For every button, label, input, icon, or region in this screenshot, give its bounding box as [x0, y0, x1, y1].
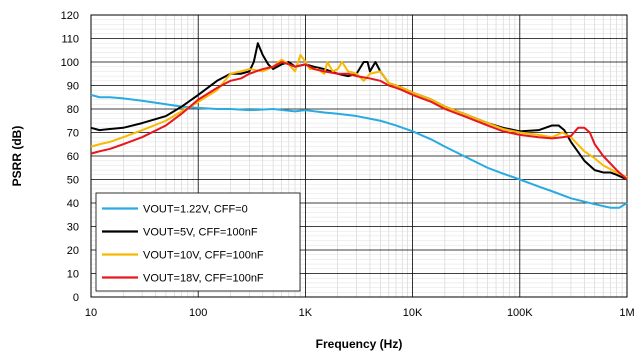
x-tick-label: 10K	[403, 307, 423, 319]
y-tick-label: 10	[67, 269, 79, 281]
y-tick-label: 90	[67, 81, 79, 93]
x-tick-label: 1K	[299, 307, 313, 319]
x-axis-title: Frequency (Hz)	[316, 337, 403, 351]
y-tick-label: 110	[61, 34, 79, 46]
y-tick-label: 100	[61, 57, 79, 69]
legend-label: VOUT=10V, CFF=100nF	[143, 250, 264, 262]
y-tick-label: 60	[67, 151, 79, 163]
plot-area	[90, 14, 628, 298]
y-tick-label: 40	[67, 198, 79, 210]
x-tick-label: 100	[189, 307, 207, 319]
y-tick-label: 20	[67, 245, 79, 257]
x-tick-label: 1M	[619, 307, 634, 319]
series-line-1	[90, 93, 628, 209]
y-axis-title: PSRR (dB)	[10, 126, 24, 187]
x-axis-ticks: 10 100 1K 10K 100K 1M	[85, 307, 635, 319]
legend-label: VOUT=18V, CFF=100nF	[143, 273, 264, 285]
series-line-2	[90, 42, 628, 181]
x-tick-label: 10	[85, 307, 97, 319]
y-tick-label: 80	[67, 104, 79, 116]
legend-label: VOUT=5V, CFF=100nF	[143, 227, 258, 239]
y-axis-ticks: 0 10 20 30 40 50 60 70 80 90 100 110 120	[61, 10, 79, 304]
y-tick-label: 50	[67, 175, 79, 187]
legend: VOUT=1.22V, CFF=0 VOUT=5V, CFF=100nF VOUT=…	[95, 192, 301, 292]
series-line-4	[90, 61, 628, 181]
y-tick-label: 120	[61, 10, 79, 22]
y-tick-label: 70	[67, 128, 79, 140]
x-tick-label: 100K	[507, 307, 533, 319]
y-tick-label: 0	[73, 292, 79, 304]
y-tick-label: 30	[67, 222, 79, 234]
legend-label: VOUT=1.22V, CFF=0	[143, 204, 248, 216]
series-lines	[90, 42, 628, 209]
